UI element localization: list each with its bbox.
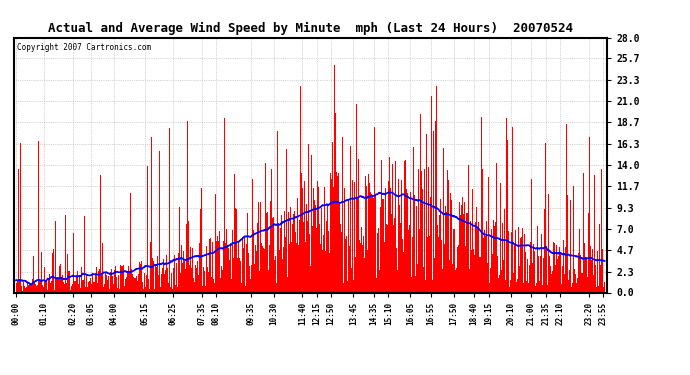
Title: Actual and Average Wind Speed by Minute  mph (Last 24 Hours)  20070524: Actual and Average Wind Speed by Minute … bbox=[48, 22, 573, 35]
Text: Copyright 2007 Cartronics.com: Copyright 2007 Cartronics.com bbox=[17, 43, 151, 52]
